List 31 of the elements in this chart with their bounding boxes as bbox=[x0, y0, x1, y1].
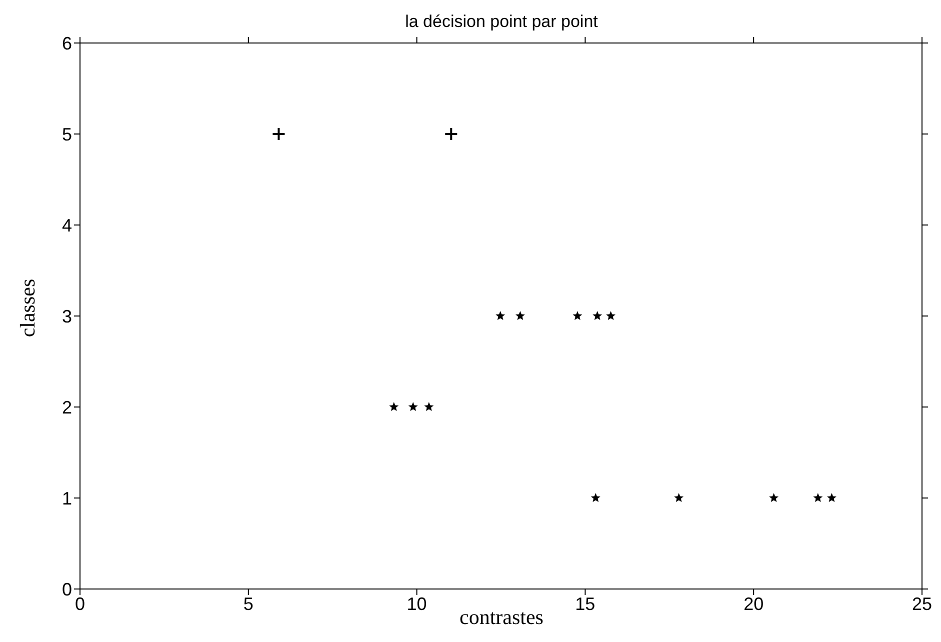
point bbox=[813, 493, 823, 502]
point bbox=[606, 311, 616, 320]
y-tick-label: 6 bbox=[62, 33, 72, 54]
point bbox=[674, 493, 684, 502]
x-tick-label: 25 bbox=[912, 594, 932, 614]
y-tick-label: 0 bbox=[62, 579, 72, 600]
x-tick-label: 15 bbox=[575, 594, 596, 614]
point bbox=[769, 493, 779, 502]
x-tick-label: 20 bbox=[744, 594, 764, 614]
point bbox=[572, 311, 582, 320]
x-tick-label: 5 bbox=[243, 594, 254, 614]
point bbox=[590, 493, 600, 502]
point bbox=[408, 402, 418, 412]
y-tick-label: 5 bbox=[62, 124, 72, 144]
y-tick-label: 2 bbox=[62, 397, 72, 418]
point bbox=[592, 311, 602, 320]
x-tick-label: 0 bbox=[74, 594, 86, 614]
point bbox=[826, 493, 836, 502]
y-tick-label: 3 bbox=[62, 306, 72, 326]
x-tick-label: 10 bbox=[406, 594, 427, 614]
chart-title: la décision point par point bbox=[404, 12, 599, 32]
point bbox=[515, 311, 525, 320]
point bbox=[444, 127, 458, 141]
point bbox=[389, 402, 399, 412]
y-axis-title: classes bbox=[16, 278, 40, 338]
point bbox=[272, 127, 286, 141]
x-axis-title: contrastes bbox=[460, 605, 544, 629]
y-tick-label: 4 bbox=[62, 215, 72, 236]
y-tick-label: 1 bbox=[62, 488, 72, 508]
point bbox=[496, 311, 506, 320]
point bbox=[424, 402, 434, 412]
